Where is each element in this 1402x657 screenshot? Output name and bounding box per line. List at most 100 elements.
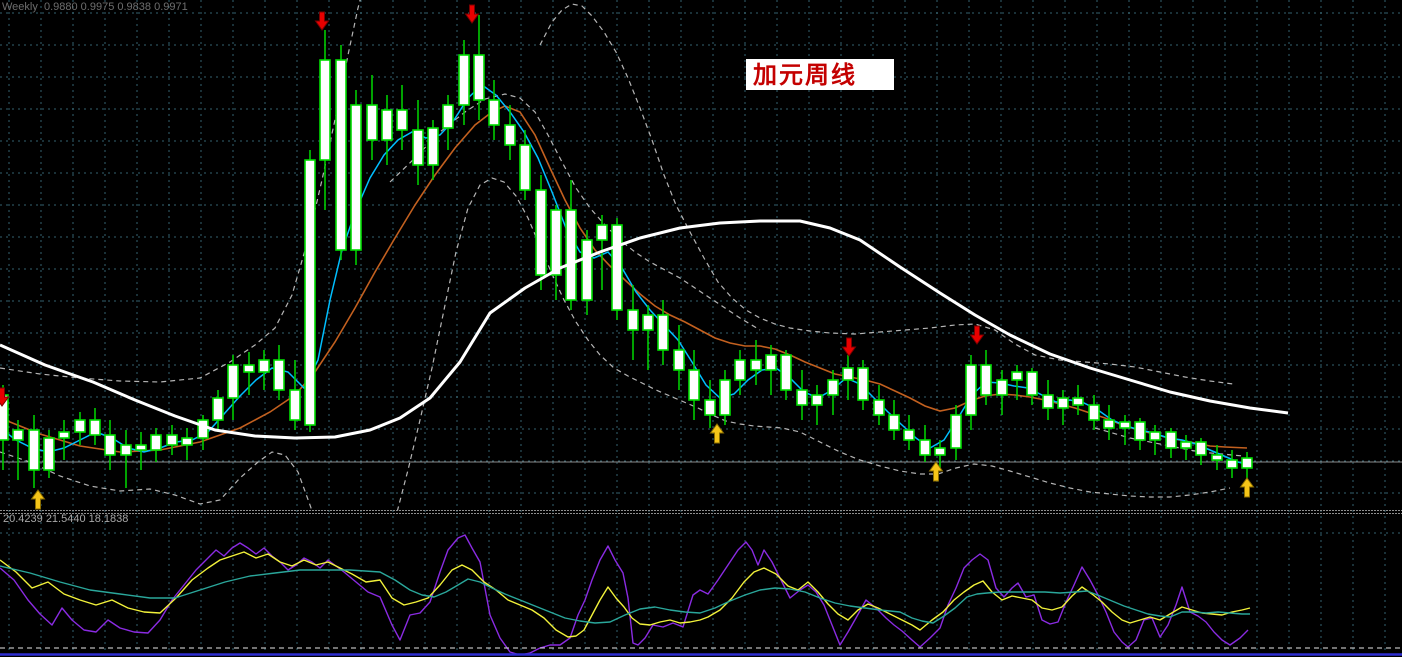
candle-body xyxy=(319,59,331,161)
candle-body xyxy=(1088,404,1100,421)
candle-body xyxy=(166,434,178,446)
candle-body xyxy=(104,434,116,456)
candle-body xyxy=(1026,371,1038,396)
buy-arrow-icon[interactable] xyxy=(1239,477,1255,498)
price-panel xyxy=(0,0,1289,511)
candle-body xyxy=(581,239,593,301)
candle-body xyxy=(120,444,132,456)
candle-body xyxy=(657,314,669,351)
candle-body xyxy=(488,99,500,126)
candle-body xyxy=(258,359,270,373)
candles-layer xyxy=(0,15,1253,488)
chart-ohlc-title: Weekly 0.9880 0.9975 0.9838 0.9971 xyxy=(2,1,188,13)
candle-body xyxy=(273,359,285,391)
candle-body xyxy=(750,359,762,371)
candle-body xyxy=(857,367,869,401)
signal-arrows-layer xyxy=(0,4,1255,510)
osc-purple xyxy=(0,534,1249,655)
candle-body xyxy=(58,431,70,439)
candle-body xyxy=(1226,459,1238,469)
candle-body xyxy=(1057,397,1069,409)
buy-arrow-icon[interactable] xyxy=(30,489,46,510)
candle-body xyxy=(719,379,731,416)
sell-arrow-icon[interactable] xyxy=(841,337,857,357)
candle-body xyxy=(642,314,654,331)
candle-body xyxy=(596,224,608,241)
oscillator-values: 20.4239 21.5440 18.1838 xyxy=(3,513,129,525)
candle-body xyxy=(504,124,516,146)
candle-body xyxy=(919,439,931,456)
buy-arrow-icon[interactable] xyxy=(928,461,944,482)
candle-body xyxy=(934,447,946,456)
candle-body xyxy=(1149,431,1161,441)
panel-separator[interactable] xyxy=(0,510,1402,514)
boll-extra-right xyxy=(1094,427,1244,457)
candle-body xyxy=(74,419,86,433)
candle-body xyxy=(289,389,301,421)
candle-body xyxy=(197,419,209,439)
candle-body xyxy=(1165,431,1177,449)
candle-body xyxy=(550,209,562,276)
oscillator-panel xyxy=(0,534,1251,655)
candle-body xyxy=(965,364,977,416)
candle-body xyxy=(842,367,854,381)
sell-arrow-icon[interactable] xyxy=(969,325,985,345)
candle-body xyxy=(627,309,639,331)
candle-body xyxy=(1211,454,1223,461)
sell-arrow-icon[interactable] xyxy=(464,4,480,24)
candle-body xyxy=(1134,421,1146,441)
candle-body xyxy=(888,414,900,431)
candle-body xyxy=(1011,371,1023,381)
candle-body xyxy=(673,349,685,371)
candle-body xyxy=(1042,394,1054,409)
candle-body xyxy=(565,209,577,301)
candle-body xyxy=(181,437,193,446)
candle-body xyxy=(704,399,716,416)
candle-body xyxy=(1119,421,1131,429)
candle-body xyxy=(366,104,378,141)
candle-body xyxy=(1180,441,1192,449)
osc-teal xyxy=(0,565,1250,624)
candle-body xyxy=(535,189,547,276)
candle-body xyxy=(473,54,485,101)
candle-body xyxy=(28,429,40,471)
candle-body xyxy=(827,379,839,396)
candle-body xyxy=(381,109,393,141)
candle-body xyxy=(611,224,623,311)
ma-white xyxy=(0,219,1289,440)
candle-body xyxy=(150,434,162,451)
candle-body xyxy=(780,354,792,391)
candle-body xyxy=(227,364,239,399)
buy-arrow-icon[interactable] xyxy=(709,423,725,444)
osc-yellow xyxy=(0,551,1251,638)
candle-body xyxy=(212,397,224,421)
candle-body xyxy=(1072,397,1084,406)
candle-body xyxy=(89,419,101,436)
candle-body xyxy=(950,414,962,449)
candle-body xyxy=(903,429,915,441)
candle-body xyxy=(12,429,24,441)
candle-body xyxy=(688,369,700,401)
candle-body xyxy=(980,364,992,396)
boll-lower-left xyxy=(0,451,313,511)
candle-body xyxy=(458,54,470,106)
candle-body xyxy=(1195,441,1207,456)
candle-body xyxy=(412,129,424,166)
candle-body xyxy=(350,104,362,251)
candle-body xyxy=(734,359,746,381)
sell-arrow-icon[interactable] xyxy=(0,387,10,407)
candle-body xyxy=(811,394,823,406)
chart-note-label[interactable]: 加元周线 xyxy=(746,59,894,90)
candle-body xyxy=(1103,419,1115,429)
candle-body xyxy=(765,354,777,371)
sell-arrow-icon[interactable] xyxy=(314,11,330,31)
candle-body xyxy=(442,104,454,129)
boll-upper xyxy=(539,3,1234,385)
boll-lower xyxy=(396,177,1231,511)
candle-body xyxy=(873,399,885,416)
candle-body xyxy=(335,59,347,251)
candle-body xyxy=(43,437,55,471)
candle-body xyxy=(427,127,439,166)
